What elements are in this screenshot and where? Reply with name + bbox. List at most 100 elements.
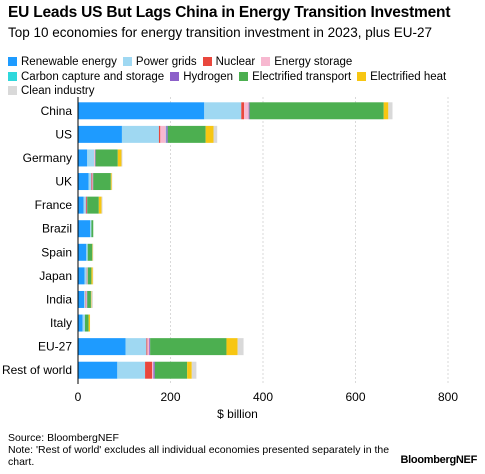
bar-segment [78, 125, 122, 143]
legend-swatch [170, 71, 180, 81]
bar-segment [146, 338, 148, 356]
bar-segment [93, 173, 111, 191]
bar-segment [86, 243, 88, 261]
chart-title: EU Leads US But Lags China in Energy Tra… [8, 4, 451, 21]
bar-segment [205, 125, 214, 143]
bar-segment [84, 290, 86, 308]
x-tick-label: 400 [253, 390, 273, 404]
x-tick-label: 200 [160, 390, 180, 404]
bar-segment [145, 361, 152, 379]
note-text: Note: 'Rest of world' excludes all indiv… [8, 444, 390, 468]
bar-segment [121, 149, 123, 167]
legend-swatch [202, 57, 212, 66]
bar-segment [117, 361, 146, 379]
bar-segment [166, 125, 168, 143]
bar-segment [383, 102, 389, 120]
bar-segment [85, 290, 87, 308]
bar-segment [78, 243, 87, 261]
bar-segment [149, 338, 151, 356]
legend-item-1: Power grids [122, 55, 197, 70]
category-label: UK [55, 175, 72, 189]
bar-segment [87, 290, 91, 308]
bar-segment [95, 149, 118, 167]
bar-segment [87, 243, 93, 261]
category-label: Brazil [42, 222, 72, 236]
legend-label: Electrified heat [370, 70, 447, 83]
category-label: China [41, 104, 73, 118]
bar-segment [78, 149, 88, 167]
bar-segment [78, 173, 89, 191]
category-label: US [55, 127, 72, 141]
legend-swatch [261, 57, 271, 66]
legend-item-6: Electrified transport [239, 70, 351, 85]
bar-segment [160, 125, 166, 143]
x-tick-label: 800 [438, 390, 458, 404]
bar-segment [158, 125, 161, 143]
category-label: Germany [23, 151, 72, 165]
category-label: EU-27 [38, 340, 72, 354]
bar-segment [78, 290, 85, 308]
chart-subtitle: Top 10 economies for energy transition i… [8, 25, 432, 40]
brand-logo: BloombergNEF [400, 454, 478, 466]
bar-segment [87, 267, 92, 285]
legend-label: Hydrogen [183, 70, 234, 83]
source-text: Source: BloombergNEF [8, 432, 119, 444]
bar-segment [204, 102, 242, 120]
bar-segment [98, 196, 102, 214]
legend-label: Electrified transport [252, 70, 352, 83]
bar-segment [85, 196, 87, 214]
legend-item-5: Hydrogen [170, 70, 233, 85]
bar-segment [150, 338, 227, 356]
x-axis-label-text: $ billion [217, 407, 258, 421]
bar-segment [191, 361, 197, 379]
bar-segment [244, 102, 249, 120]
bar-segment [84, 314, 89, 332]
bar-segment [248, 102, 250, 120]
bar-segment [87, 149, 95, 167]
bar-segment [237, 338, 244, 356]
bar-segment [78, 314, 83, 332]
legend-label: Clean industry [21, 85, 95, 97]
bar-segment [84, 267, 87, 285]
bar-segment [78, 361, 118, 379]
legend-swatch [8, 71, 17, 81]
bar-segment [91, 267, 93, 285]
bar-segment [94, 149, 96, 167]
x-tick-label: 600 [345, 390, 365, 404]
category-label: Japan [39, 269, 72, 283]
bar-segment [82, 314, 85, 332]
chart-legend: Renewable energy Power grids Nuclear Energy… [8, 55, 478, 99]
bar-segment [388, 102, 393, 120]
bar-segment [78, 196, 84, 214]
source-note: Source: BloombergNEF Note: 'Rest of worl… [8, 432, 408, 468]
legend-item-8: Clean industry [8, 84, 95, 99]
bar-segment [226, 338, 238, 356]
bar-segment [249, 102, 384, 120]
bar-segment [121, 125, 159, 143]
bar-segment [213, 125, 218, 143]
bar-segment [101, 196, 103, 214]
category-label: Italy [50, 316, 72, 330]
bar-segment [88, 314, 91, 332]
bar-segment [154, 361, 188, 379]
bar-segment [110, 173, 112, 191]
legend-swatch [239, 71, 249, 81]
legend-label: Energy storage [274, 56, 353, 68]
legend-label: Carbon capture and storage [21, 70, 165, 83]
category-label: India [46, 292, 72, 306]
bar-segment [87, 196, 99, 214]
bar-segment [88, 173, 92, 191]
bar-segment [90, 220, 92, 238]
bar-segment [117, 149, 122, 167]
bar-segment [152, 361, 154, 379]
category-label: France [35, 198, 73, 212]
legend-swatch [8, 86, 17, 95]
bar-segment [187, 361, 192, 379]
legend-swatch [8, 57, 17, 66]
bar-segment [91, 220, 94, 238]
legend-item-3: Energy storage [261, 55, 352, 70]
bar-segment [78, 102, 205, 120]
bar-segment [147, 338, 150, 356]
x-axis-label: $ billion [0, 407, 485, 421]
legend-swatch [122, 57, 132, 66]
